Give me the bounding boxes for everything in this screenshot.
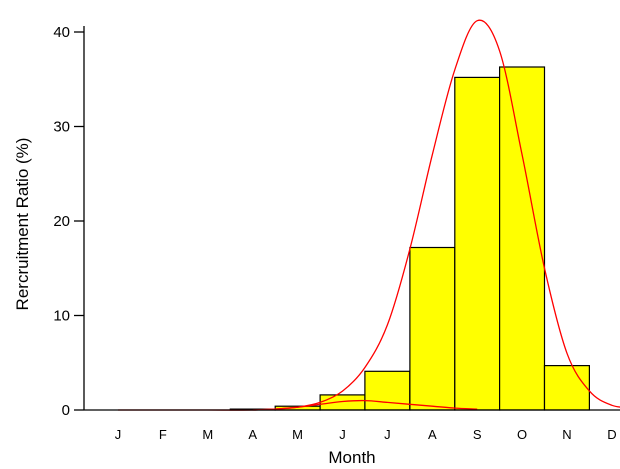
y-axis-title: Rercruitment Ratio (%) [13, 138, 32, 311]
x-tick-label-f-2: F [159, 427, 167, 442]
bar-a-8 [409, 246, 456, 411]
y-tick-label-30: 30 [53, 119, 70, 136]
bar-n-11 [543, 365, 591, 411]
x-tick-label-a-4: A [248, 427, 257, 442]
bars-group [229, 66, 591, 411]
axes-group [74, 26, 620, 411]
fitted-curve-2 [252, 399, 478, 411]
y-tick-label-40: 40 [53, 24, 70, 41]
x-tick-label-d-12: D [607, 427, 616, 442]
x-tick-label-j-6: J [339, 427, 346, 442]
tick-labels-group: 0 10 20 30 40 J F M A M J J A S O N D [53, 24, 616, 442]
y-tick-label-20: 20 [53, 213, 70, 230]
x-tick-label-j-1: J [115, 427, 122, 442]
x-tick-label-a-8: A [428, 427, 437, 442]
x-tick-label-j-7: J [384, 427, 391, 442]
y-tick-label-10: 10 [53, 308, 70, 325]
bar-o-10 [499, 66, 546, 411]
y-tick-label-0: 0 [62, 402, 70, 419]
x-tick-label-n-11: N [562, 427, 571, 442]
x-axis-title: Month [328, 448, 375, 467]
bar-j-6 [319, 394, 366, 411]
x-tick-label-m-3: M [202, 427, 213, 442]
bar-s-9 [454, 76, 501, 411]
x-tick-label-m-5: M [292, 427, 303, 442]
x-tick-label-s-9: S [473, 427, 482, 442]
x-tick-label-o-10: O [517, 427, 527, 442]
